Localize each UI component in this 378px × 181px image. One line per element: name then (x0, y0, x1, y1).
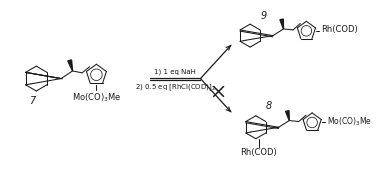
Text: Rh(COD): Rh(COD) (321, 25, 358, 34)
Text: 8: 8 (266, 100, 272, 111)
Polygon shape (280, 19, 284, 29)
Polygon shape (286, 111, 289, 121)
Text: Rh(COD): Rh(COD) (240, 148, 277, 157)
Text: 9: 9 (260, 11, 266, 21)
Text: 7: 7 (29, 96, 36, 106)
Polygon shape (68, 60, 73, 71)
Text: 2) 0.5 eq [RhCl(COD)]$_2$: 2) 0.5 eq [RhCl(COD)]$_2$ (135, 82, 216, 93)
Text: Mo(CO)$_3$Me: Mo(CO)$_3$Me (327, 115, 372, 128)
Text: Mo(CO)$_3$Me: Mo(CO)$_3$Me (72, 92, 121, 104)
Text: 1) 1 eq NaH: 1) 1 eq NaH (154, 68, 196, 75)
